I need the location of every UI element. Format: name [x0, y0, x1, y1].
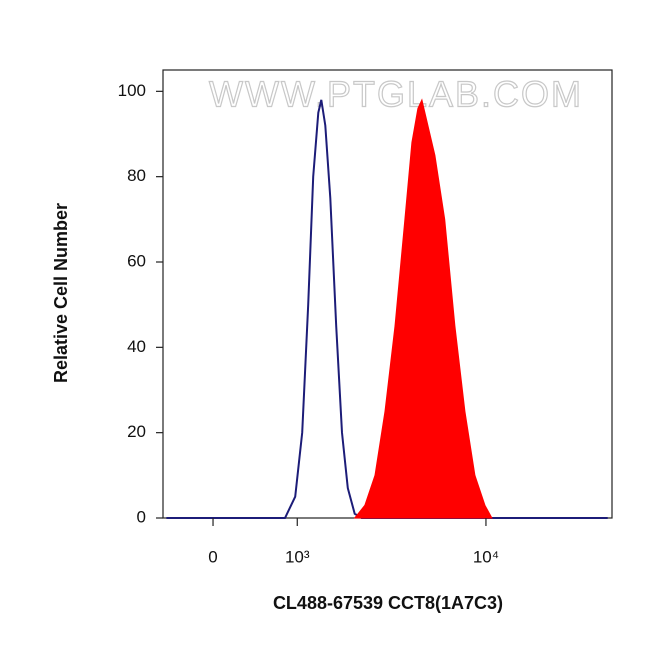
x-tick-label: 10⁴: [473, 547, 499, 566]
histogram-area: [353, 98, 493, 519]
y-axis-title: Relative Cell Number: [51, 203, 71, 383]
y-tick-label: 80: [127, 166, 146, 185]
x-tick-label: 0: [208, 547, 217, 566]
watermark: WWW.PTGLAB.COM: [209, 74, 583, 115]
y-tick-label: 100: [118, 81, 146, 100]
x-tick-label: 10³: [285, 547, 310, 566]
y-tick-label: 60: [127, 251, 146, 270]
histogram-line: [166, 99, 608, 519]
y-tick-label: 20: [127, 422, 146, 441]
x-axis-title: CL488-67539 CCT8(1A7C3): [273, 593, 503, 613]
y-tick-label: 0: [137, 507, 146, 526]
y-tick-label: 40: [127, 337, 146, 356]
